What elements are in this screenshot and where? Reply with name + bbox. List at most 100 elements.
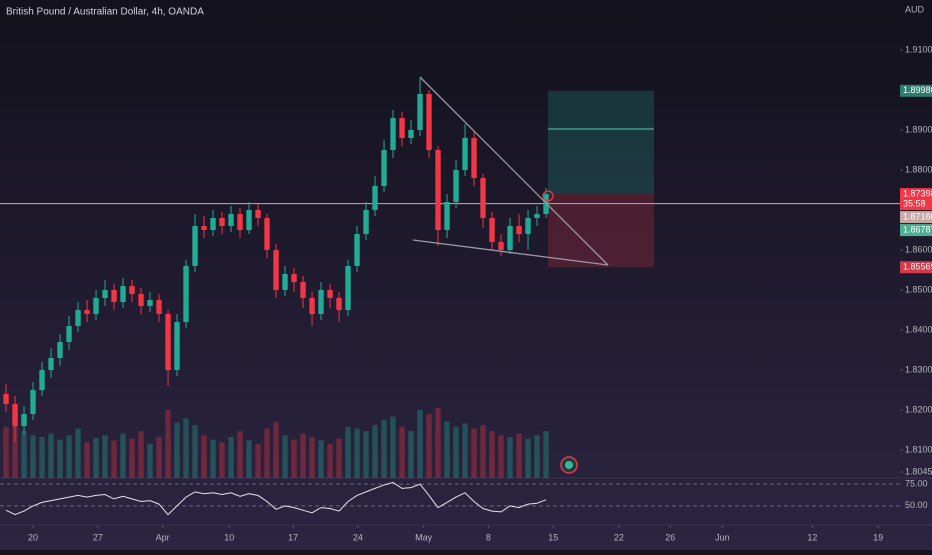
volume-bar (57, 439, 63, 478)
price-tag (900, 261, 932, 274)
candle-body (192, 226, 198, 266)
candle-body (282, 274, 288, 290)
candle-body (453, 170, 459, 202)
volume-bar (264, 428, 270, 478)
volume-bar (444, 421, 450, 478)
volume-bar (48, 433, 54, 478)
candle-body (264, 218, 270, 250)
volume-bar (543, 431, 549, 478)
target-zone (548, 90, 654, 195)
candle-body (21, 414, 27, 426)
x-tick-label: 8 (486, 532, 491, 542)
x-tick-label: 12 (807, 532, 817, 542)
candle-body (147, 300, 153, 306)
candle-body (30, 390, 36, 414)
volume-bar (156, 437, 162, 478)
volume-bar (516, 433, 522, 478)
y-tick-label: 1.83000 (905, 364, 932, 374)
volume-bar (237, 431, 243, 478)
rsi-tick-label: 75.00 (905, 478, 928, 488)
candle-body (372, 186, 378, 210)
volume-bar (129, 438, 135, 478)
candle-body (48, 358, 54, 370)
volume-bar (309, 437, 315, 478)
x-tick-label: 19 (873, 532, 883, 542)
x-tick-label: 15 (548, 532, 558, 542)
trendline (419, 76, 609, 266)
volume-bar (345, 426, 351, 478)
candle-body (543, 194, 549, 214)
candle-body (327, 290, 333, 298)
candle-body (471, 138, 477, 178)
volume-bar (147, 443, 153, 478)
candle-body (138, 294, 144, 306)
candle-body (93, 298, 99, 314)
candle-body (336, 298, 342, 310)
candle-body (507, 226, 513, 250)
volume-bar (426, 413, 432, 478)
volume-bar (219, 442, 225, 478)
candle-body (111, 290, 117, 302)
y-tick-label: 1.81000 (905, 444, 932, 454)
price-tag-label: 1.85569 (903, 262, 932, 272)
y-tick-label: 1.86000 (905, 244, 932, 254)
chart-title: British Pound / Australian Dollar, 4h, O… (6, 7, 204, 18)
candle-body (201, 226, 207, 230)
candle-body (480, 178, 486, 218)
volume-bar (534, 435, 540, 478)
candle-body (84, 310, 90, 314)
candle-body (156, 300, 162, 314)
volume-bar (327, 443, 333, 478)
x-tick-label: 24 (353, 532, 363, 542)
candle-body (102, 290, 108, 298)
candle-body (408, 130, 414, 138)
volume-bar (372, 425, 378, 478)
volume-bar (471, 428, 477, 478)
volume-bar (30, 435, 36, 478)
candle-body (363, 210, 369, 234)
trendline (412, 239, 609, 266)
price-tag-label: 1.87160 (903, 211, 932, 221)
candle-body (273, 250, 279, 290)
marker (542, 190, 554, 202)
x-tick-label: 22 (614, 532, 624, 542)
candle-body (255, 210, 261, 218)
volume-bar (75, 428, 81, 478)
volume-bar (381, 419, 387, 478)
candle-body (39, 370, 45, 390)
volume-bar (3, 426, 9, 478)
x-tick-label: 20 (28, 532, 38, 542)
candle-body (237, 214, 243, 230)
volume-bar (399, 426, 405, 478)
y-tick-label: 1.82000 (905, 404, 932, 414)
candle-body (129, 286, 135, 294)
currency-label: AUD (905, 4, 925, 14)
countdown-label: 35:58 (903, 198, 926, 208)
volume-bar (111, 440, 117, 478)
price-tag (900, 211, 932, 224)
volume-bar (291, 439, 297, 478)
candle-body (354, 234, 360, 266)
volume-bar (120, 433, 126, 478)
candle-body (390, 118, 396, 150)
volume-bar (282, 435, 288, 478)
volume-bar (39, 437, 45, 478)
price-tag-label: 1.89980 (903, 85, 932, 95)
volume-bar (93, 437, 99, 478)
candle-body (228, 214, 234, 226)
volume-bar (363, 431, 369, 478)
icon-inner (565, 461, 573, 469)
stop-zone (548, 194, 654, 268)
candle-body (462, 138, 468, 170)
candle-body (174, 322, 180, 370)
candle-body (219, 218, 225, 226)
candle-body (498, 242, 504, 250)
candle-body (435, 150, 441, 230)
candle-body (399, 118, 405, 138)
price-tag-label: 1.87398 (903, 188, 932, 198)
candle-body (120, 286, 126, 302)
volume-bar (354, 428, 360, 478)
